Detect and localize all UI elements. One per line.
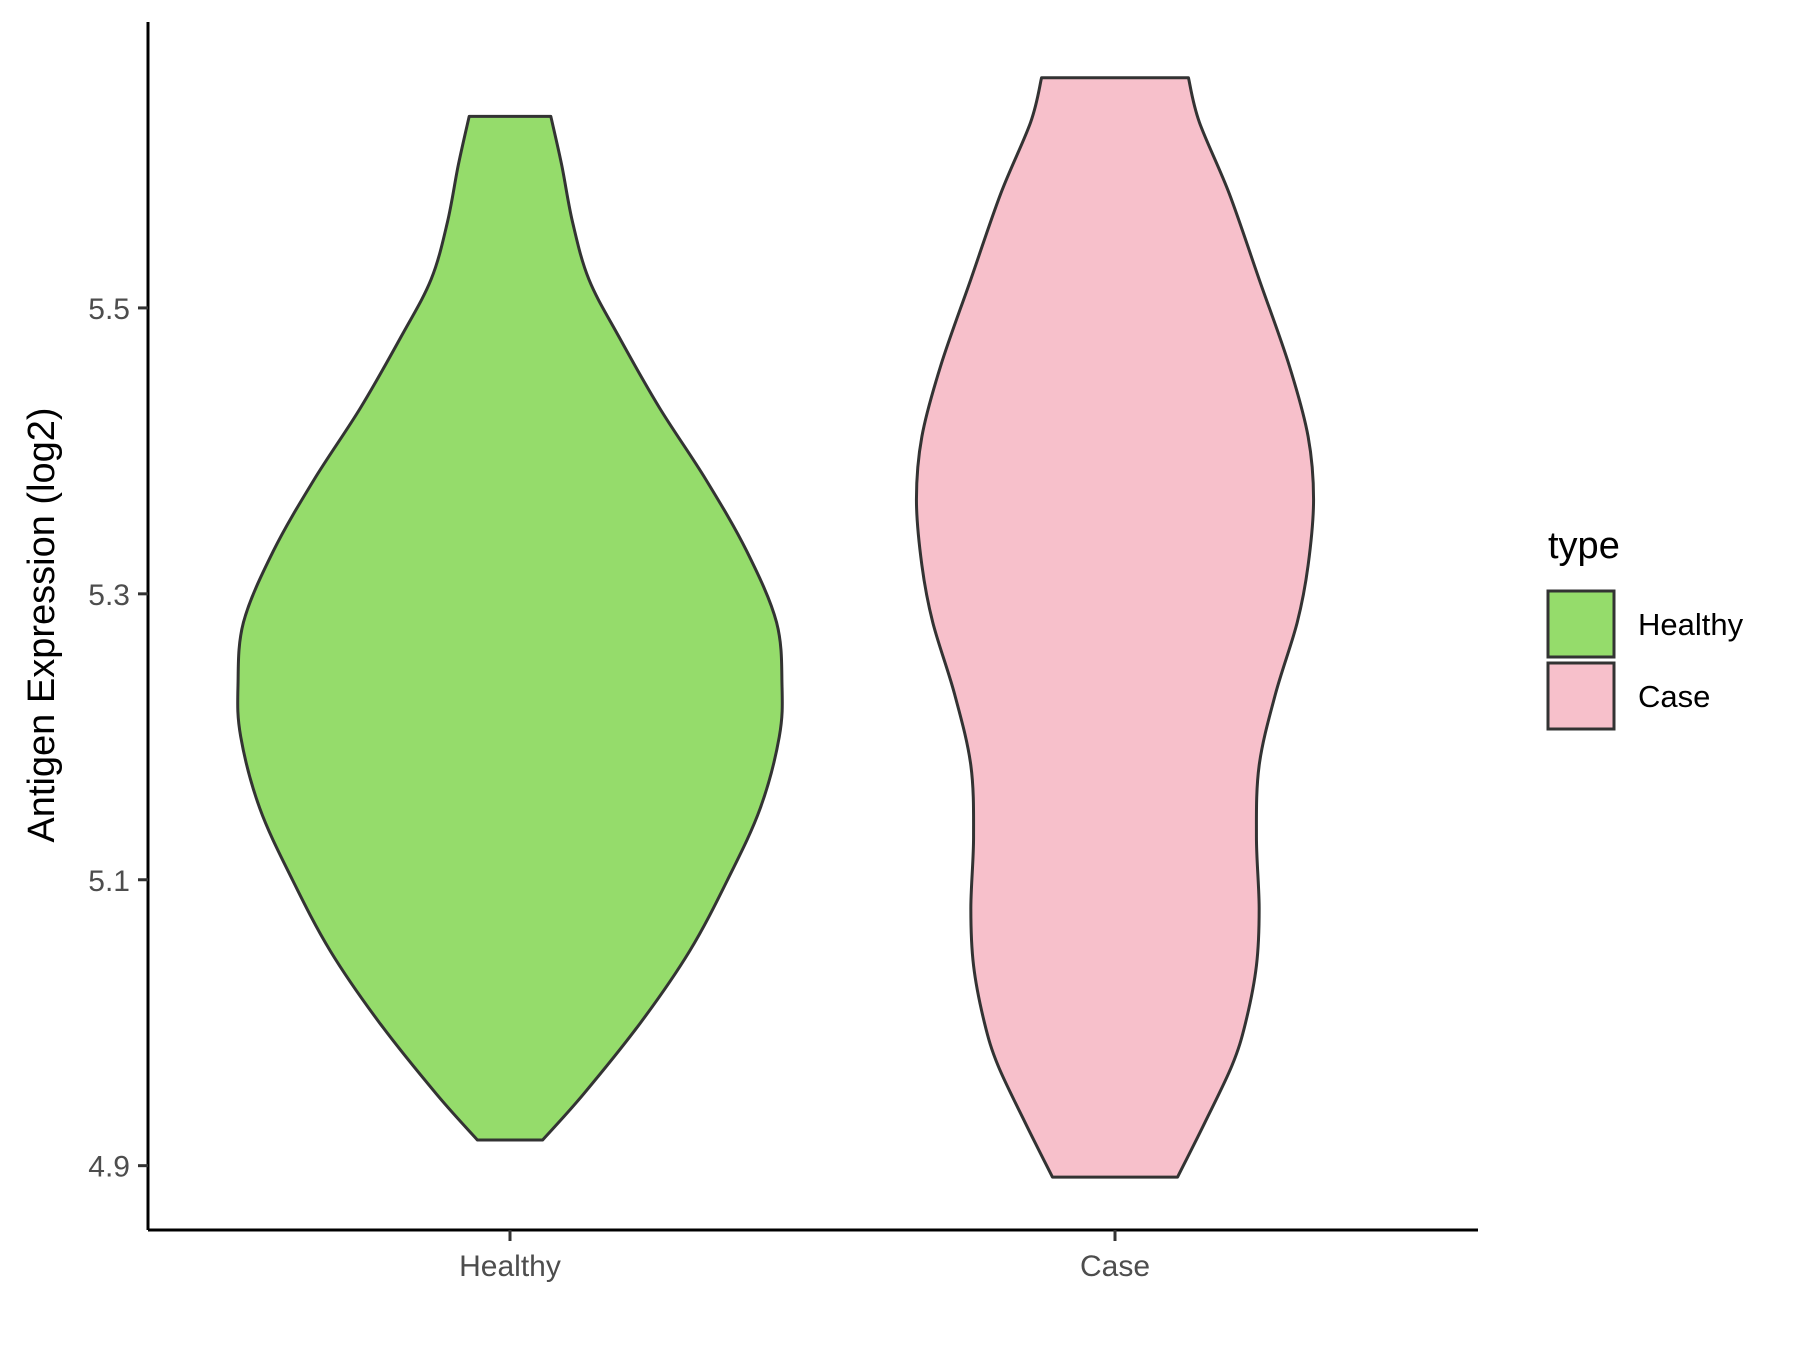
legend-title: type: [1548, 525, 1620, 567]
legend-swatch-healthy: [1546, 589, 1616, 659]
x-axis-ticks: Healthy Case: [459, 1230, 1150, 1283]
legend-label-healthy: Healthy: [1638, 607, 1744, 642]
x-tick-label: Healthy: [459, 1250, 561, 1283]
legend-swatch-case: [1546, 661, 1616, 731]
violin-layer: [236, 76, 1316, 1179]
x-tick-label: Case: [1080, 1250, 1150, 1283]
y-tick-label: 4.9: [88, 1151, 130, 1184]
violin-case: [914, 76, 1316, 1179]
y-axis-title: Antigen Expression (log2): [21, 407, 63, 842]
violin-healthy: [236, 114, 784, 1142]
legend: type Healthy Case: [1546, 525, 1744, 731]
y-axis-ticks: 4.9 5.1 5.3 5.5: [88, 293, 148, 1184]
y-tick-label: 5.3: [88, 579, 130, 612]
legend-items: Healthy Case: [1546, 589, 1744, 731]
legend-label-case: Case: [1638, 679, 1710, 714]
y-tick-label: 5.1: [88, 865, 130, 898]
y-tick-label: 5.5: [88, 293, 130, 326]
